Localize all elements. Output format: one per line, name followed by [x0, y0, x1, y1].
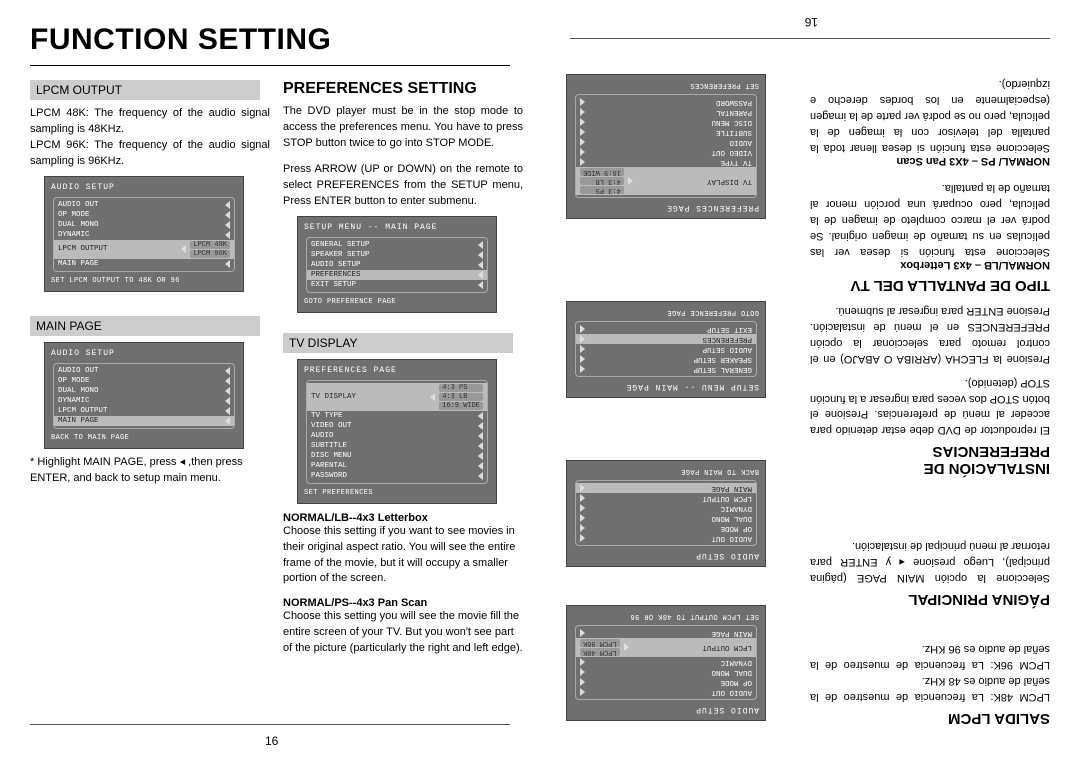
salida-p1: LPCM 48K: La frecuencia de muestreo de l… — [810, 672, 1050, 704]
title-rule — [30, 65, 510, 66]
page-left: FUNCTION SETTING LPCM OUTPUT LPCM 48K: T… — [0, 0, 540, 763]
ps-p: Choose this setting you will see the mov… — [283, 609, 523, 657]
es-col-left: SALIDA LPCM LPCM 48K: La frecuencia de m… — [810, 76, 1050, 727]
es-col-right: AUDIO SETUPAUDIO OUTOP MODEDUAL MONODYNA… — [560, 68, 780, 727]
osd-lpcm: AUDIO SETUPAUDIO OUTOP MODEDUAL MONODYNA… — [44, 176, 244, 292]
osd-prefs: SETUP MENU -- MAIN PAGEGENERAL SETUPSPEA… — [297, 216, 497, 313]
lpcm-p2: LPCM 96K: The frequency of the audio sig… — [30, 138, 270, 170]
instal-h: INSTALACIÓN DE PREFERENCIAS — [810, 443, 1050, 477]
osd-es-d: PREFERENCES PAGETV DISPLAY4:3 PS4:3 LB16… — [566, 74, 766, 219]
col-left: LPCM OUTPUT LPCM 48K: The frequency of t… — [30, 80, 270, 487]
pagenum-left: 16 — [265, 734, 278, 748]
lb-p: Choose this setting if you want to see m… — [283, 524, 523, 588]
osd-es-c: SETUP MENU -- MAIN PAGEGENERAL SETUPSPEA… — [566, 301, 766, 398]
bottom-rule-left — [30, 724, 510, 725]
mainpage-note: * Highlight MAIN PAGE, press ◂ ,then pre… — [30, 455, 270, 487]
col-right: PREFERENCES SETTING The DVD player must … — [283, 80, 523, 657]
tipo-h: TIPO DE PANTALLA DEL TV — [810, 277, 1050, 294]
tipo-lbh: NORMAL/LB – 4x3 Letterbox — [810, 259, 1050, 271]
tipo-psp: Seleccione esta función si desea llenar … — [810, 76, 1050, 156]
pagina-h: PÁGINA PRINCIPAL — [810, 591, 1050, 608]
lpcm-p1: LPCM 48K: The frequency of the audio sig… — [30, 106, 270, 138]
ps-h: NORMAL/PS--4x3 Pan Scan — [283, 597, 523, 609]
tipo-psh: NORMAL/ PS – 4X3 Pan Scan — [810, 155, 1050, 167]
instal-p1: El reproductor de DVD debe estar detenid… — [810, 374, 1050, 438]
lb-h: NORMAL/LB--4x3 Letterbox — [283, 512, 523, 524]
pagina-p: Seleccione la opción MAIN PAGE (página p… — [810, 537, 1050, 585]
prefs-p2: Press ARROW (UP or DOWN) on the remote t… — [283, 162, 523, 210]
instal-p2: Presione la FLECHA (ARRIBA O ABAJO) en e… — [810, 302, 1050, 366]
osd-es-b: AUDIO SETUPAUDIO OUTOP MODEDUAL MONODYNA… — [566, 460, 766, 567]
prefs-heading: PREFERENCES SETTING — [283, 80, 523, 98]
page-right: SALIDA LPCM LPCM 48K: La frecuencia de m… — [540, 0, 1080, 763]
salida-h: SALIDA LPCM — [810, 710, 1050, 727]
osd-mainpage: AUDIO SETUPAUDIO OUTOP MODEDUAL MONODYNA… — [44, 342, 244, 449]
lpcm-header: LPCM OUTPUT — [30, 80, 260, 100]
salida-p2: LPCM 96K: La frecuencia de muestreo de l… — [810, 640, 1050, 672]
pagenum-right: 16 — [805, 15, 818, 29]
tvdisplay-header: TV DISPLAY — [283, 333, 513, 353]
osd-tvdisplay: PREFERENCES PAGETV DISPLAY4:3 PS4:3 LB16… — [297, 359, 497, 504]
page-title: FUNCTION SETTING — [30, 23, 331, 57]
prefs-p1: The DVD player must be in the stop mode … — [283, 104, 523, 152]
mainpage-header: MAIN PAGE — [30, 316, 260, 336]
tipo-lbp: Seleccione esta función si desea ver las… — [810, 179, 1050, 259]
osd-es-a: AUDIO SETUPAUDIO OUTOP MODEDUAL MONODYNA… — [566, 605, 766, 721]
bottom-rule-right — [570, 38, 1050, 39]
